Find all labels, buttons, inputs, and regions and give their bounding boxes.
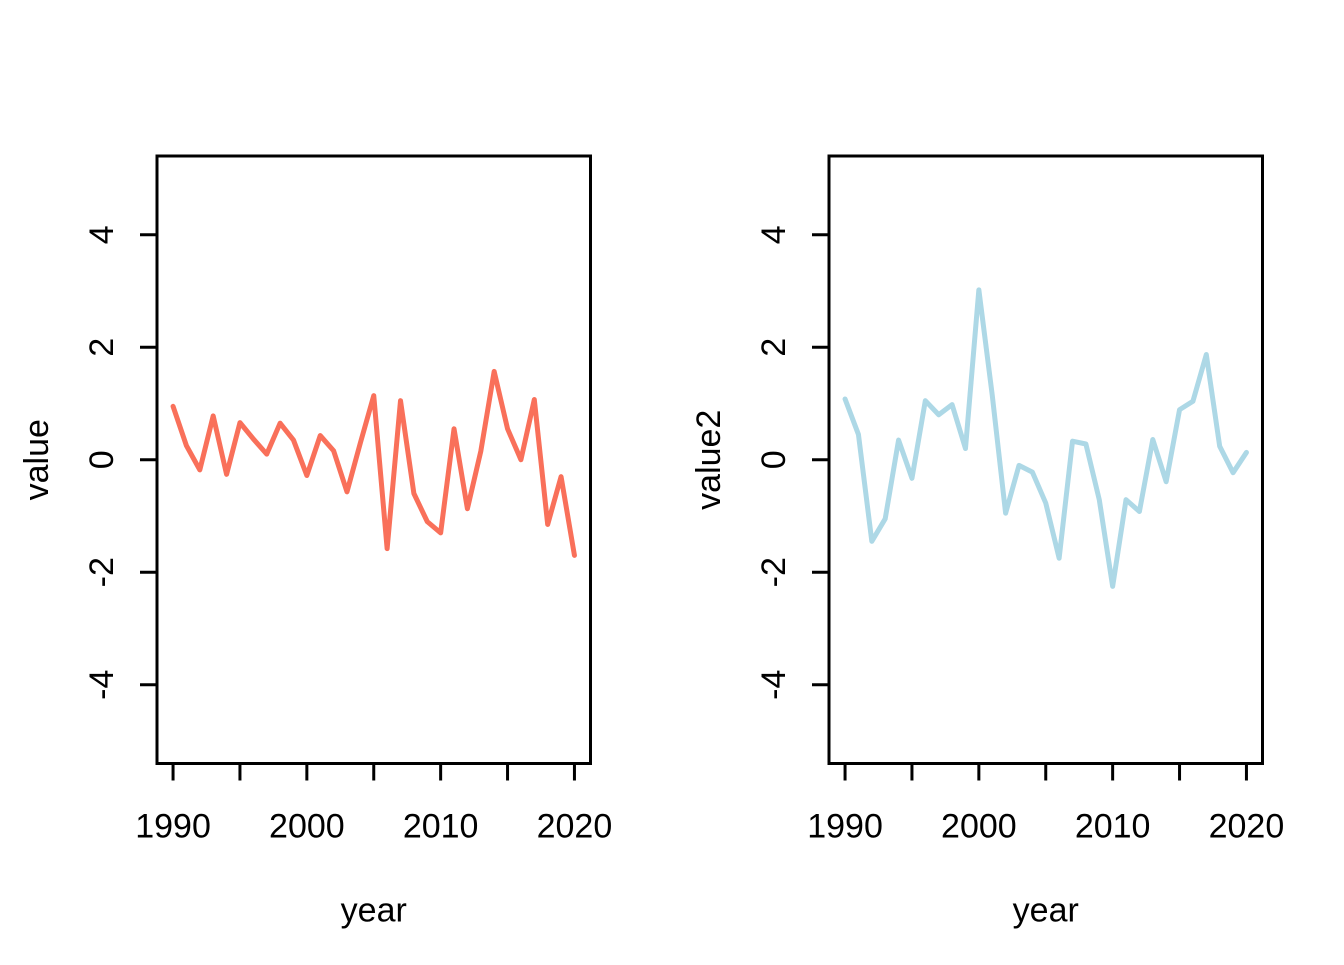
y-axis-label: value2	[690, 410, 728, 510]
y-tick-label: -4	[83, 670, 121, 700]
y-axis-label: value	[18, 419, 56, 500]
x-axis-label: year	[341, 892, 407, 930]
y-tick-label: 2	[755, 338, 793, 357]
y-tick-label: 0	[83, 450, 121, 469]
y-tick-label: 4	[755, 225, 793, 244]
x-tick-label: 2010	[403, 808, 479, 846]
x-axis-label: year	[1013, 892, 1079, 930]
series-line-value2	[842, 287, 1249, 589]
y-tick-label: -4	[755, 670, 793, 700]
x-tick-label: 1990	[135, 808, 211, 846]
series-line-value	[170, 368, 577, 558]
x-tick-label: 1990	[807, 808, 883, 846]
y-tick-label: 2	[83, 338, 121, 357]
x-tick-label: 2000	[269, 808, 345, 846]
x-tick-label: 2020	[537, 808, 613, 846]
x-tick-label: 2000	[941, 808, 1017, 846]
panel-value: 1990 2000 2010 2020 -4 -2 0 2 4 year value	[18, 154, 613, 930]
y-tick-label: 0	[755, 450, 793, 469]
x-tick-label: 2010	[1075, 808, 1151, 846]
x-tick-label: 2020	[1209, 808, 1285, 846]
y-tick-label: -2	[83, 557, 121, 587]
y-tick-label: -2	[755, 557, 793, 587]
panel-value2: 1990 2000 2010 2020 -4 -2 0 2 4 year value2	[690, 154, 1285, 930]
y-tick-label: 4	[83, 225, 121, 244]
